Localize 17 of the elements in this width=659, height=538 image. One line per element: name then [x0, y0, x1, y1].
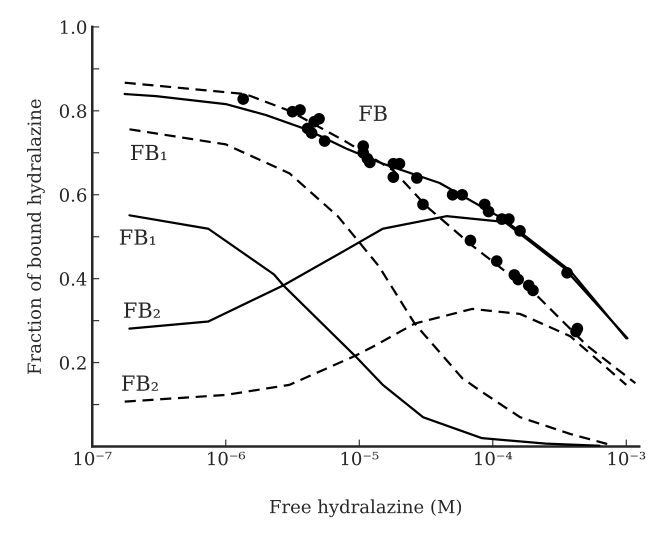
series-label: FB₁ — [131, 144, 166, 160]
x-tick-label: 10⁻³ — [608, 452, 646, 466]
x-tick-label: 10⁻⁴ — [475, 452, 512, 466]
y-tick-label: 0.2 — [60, 356, 86, 370]
x-tick-label: 10⁻⁵ — [342, 452, 378, 466]
series-label: FB₂ — [124, 302, 160, 318]
y-tick-label: 0.6 — [60, 188, 86, 202]
x-axis-title: Free hydralazine (M) — [270, 499, 462, 518]
y-axis-title: Fraction of bound hydralazine — [27, 99, 45, 374]
y-tick-label: 0.4 — [60, 272, 86, 286]
series-label: FB — [359, 106, 387, 121]
series-label: FB₁ — [120, 229, 156, 245]
y-tick-label: 1.0 — [60, 20, 86, 34]
x-tick-label: 10⁻⁶ — [208, 452, 246, 466]
y-tick-label: 0.8 — [60, 104, 86, 118]
series-label: FB₂ — [122, 376, 158, 391]
x-tick-label: 10⁻⁷ — [74, 452, 112, 466]
